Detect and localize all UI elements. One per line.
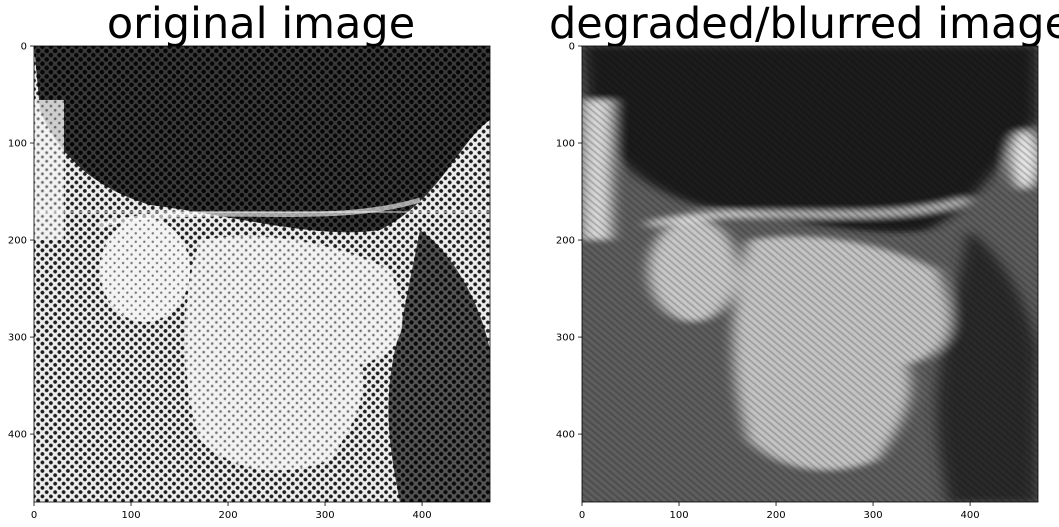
y-tick-label-original-400: 400 [8, 430, 27, 441]
y-tick-label-original-0: 0 [21, 42, 27, 53]
image-original [34, 46, 490, 502]
ticks-blurred: 0 100 200 300 400 0 100 200 300 400 [556, 42, 980, 522]
ticks-original: 0 100 200 300 400 0 100 200 300 400 [8, 42, 432, 522]
y-tick-label-original-100: 100 [8, 139, 27, 150]
x-tick-label-blurred-100: 100 [669, 510, 688, 521]
y-tick-label-blurred-100: 100 [556, 139, 575, 150]
x-tick-label-original-400: 400 [413, 510, 432, 521]
y-tick-label-blurred-300: 300 [556, 333, 575, 344]
x-tick-label-original-300: 300 [316, 510, 335, 521]
y-tick-label-blurred-400: 400 [556, 430, 575, 441]
panel-blurred: degraded/blurred image 0 100 200 300 400 0 100… [549, 0, 1059, 521]
y-tick-label-original-300: 300 [8, 333, 27, 344]
y-tick-label-original-200: 200 [8, 236, 27, 247]
x-tick-label-blurred-200: 200 [766, 510, 785, 521]
x-tick-label-blurred-300: 300 [864, 510, 883, 521]
panel-original: original image 0 100 200 300 400 0 100 200 300 40… [8, 0, 491, 522]
x-tick-label-blurred-400: 400 [961, 510, 980, 521]
axes-frame-original [33, 45, 491, 503]
panel-title-original: original image [107, 0, 415, 49]
panel-title-blurred: degraded/blurred image [549, 0, 1059, 49]
x-tick-label-original-0: 0 [31, 510, 37, 521]
y-tick-label-blurred-200: 200 [556, 236, 575, 247]
axes-frame-blurred [581, 45, 1039, 503]
x-tick-label-original-200: 200 [218, 510, 237, 521]
y-tick-label-blurred-0: 0 [569, 42, 575, 53]
image-blurred [582, 46, 1038, 502]
x-tick-label-blurred-0: 0 [579, 510, 585, 521]
x-tick-label-original-100: 100 [121, 510, 140, 521]
